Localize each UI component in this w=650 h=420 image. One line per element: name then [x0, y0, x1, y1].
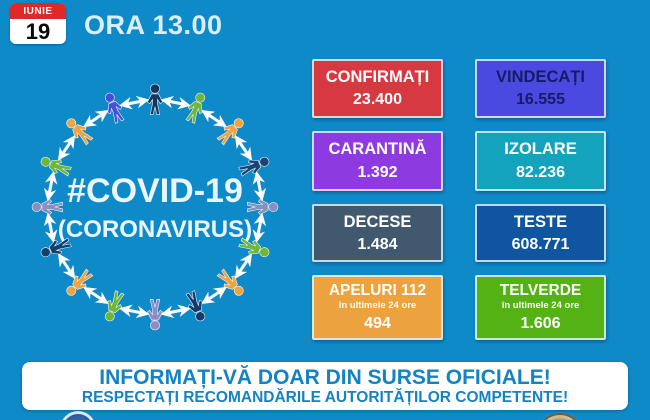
person-icon — [37, 152, 74, 180]
stat-label: IZOLARE — [504, 140, 577, 159]
stat-label: CONFIRMAȚI — [325, 67, 430, 86]
double-arrow-icon — [57, 253, 76, 279]
person-icon — [246, 198, 279, 216]
stat-value: 608.771 — [511, 235, 570, 253]
double-arrow-icon — [252, 212, 267, 243]
stat-value: 1.392 — [357, 163, 398, 181]
person-icon — [100, 89, 128, 126]
double-arrow-icon — [201, 109, 227, 128]
stat-apeluri-112: APELURI 112 în ultimele 24 ore 494 — [312, 275, 443, 340]
person-icon — [146, 83, 164, 116]
stat-value: 494 — [364, 314, 391, 332]
double-arrow-icon — [119, 95, 150, 110]
person-icon — [182, 89, 210, 126]
left-seal-logo — [60, 411, 96, 420]
covid-circle-svg: #COVID-19 (CORONAVIRUS) — [31, 83, 279, 331]
official-sources-banner: INFORMAȚI-VĂ DOAR DIN SURSE OFICIALE! RE… — [22, 362, 628, 410]
stat-confirmati: CONFIRMAȚI 23.400 — [312, 59, 443, 118]
banner-line-1: INFORMAȚI-VĂ DOAR DIN SURSE OFICIALE! — [99, 365, 551, 389]
person-icon — [31, 198, 64, 216]
stat-sublabel: în ultimele 24 ore — [338, 300, 417, 311]
double-arrow-icon — [43, 171, 58, 202]
covid-circle-diagram: #COVID-19 (CORONAVIRUS) — [0, 52, 310, 362]
stat-value: 82.236 — [516, 163, 565, 181]
person-icon — [100, 288, 128, 325]
double-arrow-icon — [252, 171, 267, 202]
stat-teste: TESTE 608.771 — [475, 204, 606, 262]
diagram-title: #COVID-19 — [67, 172, 243, 210]
double-arrow-icon — [160, 304, 191, 319]
person-icon — [236, 152, 273, 180]
stat-value: 1.606 — [520, 314, 561, 332]
diagram-subtitle: (CORONAVIRUS) — [58, 216, 252, 243]
double-arrow-icon — [234, 253, 253, 279]
double-arrow-icon — [201, 286, 227, 305]
stat-telverde: TELVERDE în ultimele 24 ore 1.606 — [475, 275, 606, 340]
person-icon — [182, 288, 210, 325]
stat-decese: DECESE 1.484 — [312, 204, 443, 262]
double-arrow-icon — [234, 135, 253, 161]
double-arrow-icon — [57, 135, 76, 161]
stat-label: DECESE — [343, 212, 412, 231]
person-icon — [62, 266, 96, 300]
person-icon — [37, 234, 74, 262]
stat-value: 1.484 — [357, 235, 398, 253]
stat-label: TESTE — [513, 212, 568, 231]
stat-value: 16.555 — [516, 91, 565, 109]
stat-izolare: IZOLARE 82.236 — [475, 131, 606, 191]
right-seal-logo — [536, 413, 584, 420]
banner-line-2: RESPECTAȚI RECOMANDĂRILE AUTORITĂȚILOR C… — [81, 389, 569, 407]
stat-sublabel: în ultimele 24 ore — [501, 300, 580, 311]
person-icon — [62, 114, 96, 148]
person-icon — [214, 266, 248, 300]
stat-label: CARANTINĂ — [328, 140, 427, 159]
double-arrow-icon — [83, 286, 109, 305]
double-arrow-icon — [43, 212, 58, 243]
calendar-icon: IUNIE 19 — [10, 3, 66, 44]
calendar-month: IUNIE — [10, 3, 66, 19]
person-icon — [236, 234, 273, 262]
person-icon — [146, 298, 164, 331]
stat-value: 23.400 — [353, 91, 402, 109]
calendar-day: 19 — [25, 18, 51, 44]
person-icon — [214, 114, 248, 148]
stat-vindecati: VINDECAȚI 16.555 — [475, 59, 606, 118]
stat-carantina: CARANTINĂ 1.392 — [312, 131, 443, 191]
stat-label: APELURI 112 — [328, 282, 427, 300]
time-label: ORA 13.00 — [84, 10, 223, 40]
double-arrow-icon — [119, 304, 150, 319]
stat-label: VINDECAȚI — [496, 67, 585, 86]
double-arrow-icon — [160, 95, 191, 110]
stat-label: TELVERDE — [499, 282, 582, 300]
stats-grid: CONFIRMAȚI 23.400 VINDECAȚI 16.555 CARAN… — [312, 59, 606, 340]
double-arrow-icon — [83, 109, 109, 128]
